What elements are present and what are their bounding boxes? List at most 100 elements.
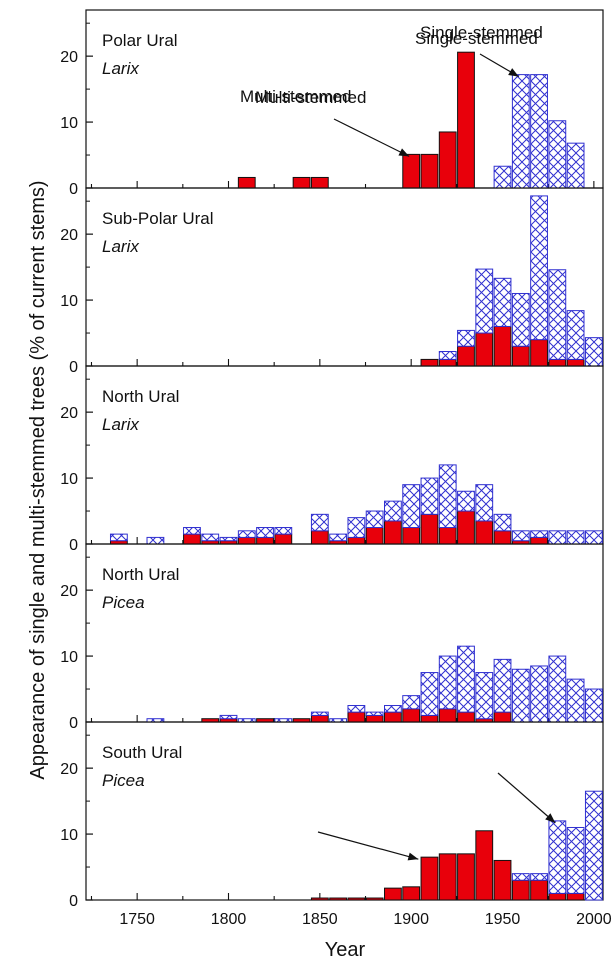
bar-multi-stemmed	[548, 892, 567, 901]
bar-multi-stemmed	[310, 714, 329, 723]
annotation-arrow-line	[333, 118, 410, 157]
bar-multi-stemmed	[493, 859, 512, 901]
panel: 0 10 20 North Ural Larix	[60, 365, 604, 554]
bar-multi-stemmed	[384, 520, 402, 545]
bar-multi-stemmed	[457, 51, 475, 189]
bar-single-stemmed	[402, 695, 421, 710]
bar-multi-stemmed	[420, 714, 439, 723]
bar-single-stemmed	[365, 711, 384, 716]
bar-multi-stemmed	[384, 887, 402, 901]
panel-site-label: North Ural	[102, 387, 179, 406]
bar-single-stemmed	[584, 337, 603, 367]
panel-species-label: Larix	[102, 237, 139, 256]
bar-single-stemmed	[329, 533, 348, 542]
bar-multi-stemmed	[329, 897, 348, 901]
y-tick-label: 20	[60, 761, 78, 778]
x-axis-title: Year	[325, 939, 366, 961]
bar-multi-stemmed	[347, 711, 366, 723]
bar-multi-stemmed	[310, 176, 329, 189]
annotation-label: Single-stemmed	[415, 29, 538, 48]
bar-single-stemmed	[530, 873, 548, 881]
bar-single-stemmed	[530, 530, 548, 538]
bar-multi-stemmed	[237, 536, 256, 545]
bar-single-stemmed	[548, 655, 567, 723]
bar-single-stemmed	[457, 490, 475, 512]
bar-single-stemmed	[420, 477, 439, 515]
annotation-arrow-head	[398, 148, 410, 157]
bar-multi-stemmed	[530, 879, 548, 901]
bar-single-stemmed	[256, 527, 274, 538]
bar-multi-stemmed	[310, 897, 329, 901]
bar-single-stemmed	[548, 269, 567, 360]
bar-single-stemmed	[566, 530, 585, 545]
bar-multi-stemmed	[511, 345, 530, 367]
bar-single-stemmed	[310, 711, 329, 716]
bar-single-stemmed	[566, 142, 585, 189]
bar-multi-stemmed	[256, 536, 274, 545]
y-tick-label: 20	[60, 227, 78, 244]
bar-single-stemmed	[384, 500, 402, 522]
y-tick-label: 10	[60, 293, 78, 310]
bar-single-stemmed	[219, 714, 238, 720]
panel-site-label: Polar Ural	[102, 31, 178, 50]
y-tick-label: 10	[60, 115, 78, 132]
bar-single-stemmed	[475, 484, 494, 522]
bar-multi-stemmed	[438, 853, 457, 901]
bar-single-stemmed	[566, 678, 585, 723]
bar-multi-stemmed	[530, 339, 548, 367]
bar-single-stemmed	[584, 530, 603, 545]
bar-single-stemmed	[365, 510, 384, 529]
y-tick-label: 0	[69, 181, 78, 198]
bar-single-stemmed	[511, 292, 530, 347]
bar-multi-stemmed	[457, 711, 475, 723]
annotation-label: Single-stemmed	[420, 23, 543, 42]
bar-multi-stemmed	[420, 153, 439, 189]
bar-single-stemmed	[475, 672, 494, 720]
bar-multi-stemmed	[310, 530, 329, 545]
annotation-label: Multi-stemmed	[240, 87, 351, 106]
panel: 0 10 20 Polar Ural Larix Single-stemmed Multi-…	[60, 9, 604, 198]
panel-species-label: Picea	[102, 771, 145, 790]
bar-single-stemmed	[219, 536, 238, 542]
y-tick-label: 10	[60, 649, 78, 666]
bar-multi-stemmed	[347, 536, 366, 545]
panel: 0 10 20 North Ural Picea	[60, 543, 604, 732]
bar-single-stemmed	[584, 790, 603, 901]
bar-single-stemmed	[584, 688, 603, 723]
bar-multi-stemmed	[475, 830, 494, 901]
bar-single-stemmed	[457, 645, 475, 713]
bar-multi-stemmed	[493, 325, 512, 367]
bar-single-stemmed	[548, 820, 567, 894]
x-tick-label: 1900	[393, 911, 429, 928]
bar-multi-stemmed	[438, 708, 457, 723]
bar-multi-stemmed	[438, 358, 457, 367]
bar-multi-stemmed	[457, 853, 475, 901]
bar-multi-stemmed	[566, 358, 585, 367]
x-tick-label: 1850	[302, 911, 338, 928]
bar-single-stemmed	[201, 533, 220, 542]
bar-single-stemmed	[438, 655, 457, 710]
bar-single-stemmed	[566, 310, 585, 360]
panel-species-label: Larix	[102, 59, 139, 78]
bar-single-stemmed	[511, 74, 530, 189]
bar-multi-stemmed	[493, 711, 512, 723]
bar-single-stemmed	[530, 74, 548, 189]
x-tick-label: 1750	[119, 911, 155, 928]
bar-multi-stemmed	[457, 345, 475, 367]
y-tick-label: 20	[60, 583, 78, 600]
bar-multi-stemmed	[402, 886, 421, 901]
bar-single-stemmed	[347, 517, 366, 538]
bar-multi-stemmed	[347, 897, 366, 901]
bar-multi-stemmed	[457, 510, 475, 545]
bar-multi-stemmed	[183, 533, 201, 545]
bar-single-stemmed	[183, 527, 201, 535]
bar-multi-stemmed	[548, 358, 567, 367]
y-tick-label: 20	[60, 49, 78, 66]
panel-site-label: Sub-Polar Ural	[102, 209, 214, 228]
bar-multi-stemmed	[420, 856, 439, 901]
bar-multi-stemmed	[530, 536, 548, 545]
y-tick-label: 10	[60, 471, 78, 488]
bar-single-stemmed	[530, 665, 548, 723]
y-axis-title: Appearance of single and multi-stemmed t…	[27, 180, 49, 779]
panel-site-label: North Ural	[102, 565, 179, 584]
